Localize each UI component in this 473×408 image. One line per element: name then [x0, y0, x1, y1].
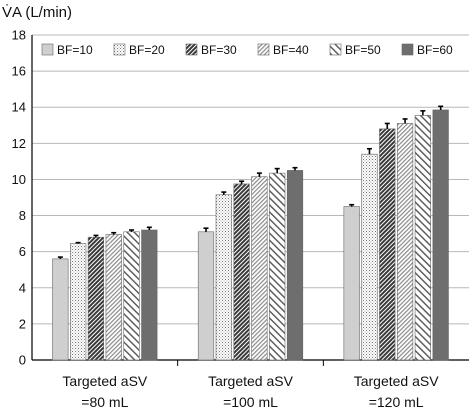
x-category-label: =120 mL [369, 394, 424, 408]
bar [269, 172, 286, 361]
bar [233, 183, 250, 361]
y-tick-label: 4 [19, 280, 26, 295]
legend-label: BF=10 [57, 43, 93, 57]
axes: 0 2 4 6 8 10 12 14 16 18 Targeted aSV =80 mL Targete… [12, 28, 469, 408]
legend-label: BF=50 [345, 43, 381, 57]
bar [432, 109, 449, 361]
y-tick-label: 10 [12, 172, 26, 187]
y-tick-label: 0 [19, 353, 26, 368]
x-category-label: Targeted aSV [62, 373, 147, 389]
bar [361, 153, 378, 361]
y-tick-label: 18 [12, 28, 26, 43]
y-tick-label: 16 [12, 64, 26, 79]
legend-swatch [41, 43, 54, 56]
legend-swatch [329, 43, 342, 56]
bar [251, 176, 268, 361]
y-tick-label: 6 [19, 244, 26, 259]
legend-label: BF=60 [417, 43, 453, 57]
x-category-label: Targeted aSV [208, 373, 293, 389]
y-tick-label: 12 [12, 136, 26, 151]
x-category-label: Targeted aSV [354, 373, 439, 389]
x-category-label: =80 mL [81, 394, 128, 408]
x-category-label: =100 mL [223, 394, 278, 408]
legend-swatch [401, 43, 414, 56]
gridlines [32, 34, 469, 325]
legend-label: BF=40 [273, 43, 309, 57]
bar [87, 236, 105, 361]
bar [379, 128, 396, 361]
legend-swatch [185, 43, 198, 56]
legend-swatch [257, 43, 270, 56]
bar [123, 231, 140, 361]
bars [52, 105, 449, 361]
bar [52, 258, 69, 361]
bar [396, 123, 414, 361]
y-tick-label: 2 [19, 316, 26, 331]
legend-swatch [113, 43, 126, 56]
bar [70, 243, 87, 361]
y-tick-label: 14 [12, 100, 26, 115]
bar [141, 229, 158, 361]
y-axis-label: V̇A (L/min) [2, 4, 72, 21]
legend: BF=10 BF=20 BF=30 BF=40 BF=50 BF=60 [41, 43, 453, 57]
legend-label: BF=30 [201, 43, 237, 57]
legend-label: BF=20 [129, 43, 165, 57]
bar [215, 194, 232, 361]
bar [286, 170, 304, 361]
y-tick-label: 8 [19, 208, 26, 223]
bar [105, 234, 122, 361]
bar [343, 206, 360, 361]
bar [197, 231, 215, 361]
bar [414, 115, 431, 361]
